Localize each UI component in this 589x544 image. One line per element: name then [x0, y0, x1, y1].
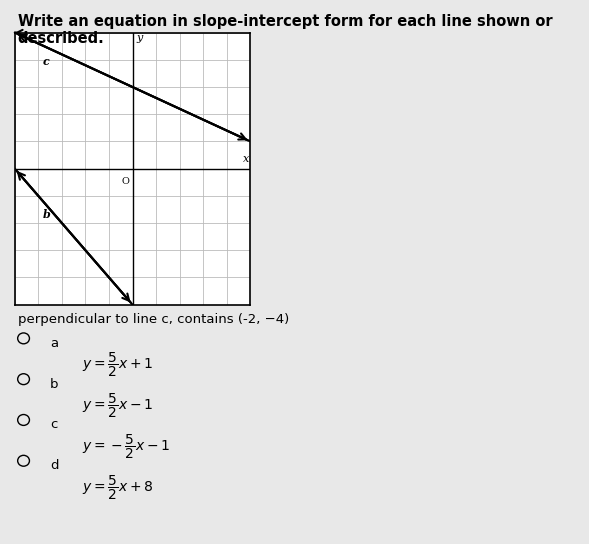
- Text: a: a: [50, 337, 58, 350]
- Text: d: d: [50, 459, 58, 472]
- Text: O: O: [122, 177, 130, 186]
- Text: perpendicular to line c, contains (-2, −4): perpendicular to line c, contains (-2, −…: [18, 313, 289, 326]
- Text: y: y: [136, 33, 143, 43]
- Text: $y = -\dfrac{5}{2}x - 1$: $y = -\dfrac{5}{2}x - 1$: [82, 432, 170, 461]
- Text: b: b: [50, 378, 58, 391]
- Text: Write an equation in slope-intercept form for each line shown or described.: Write an equation in slope-intercept for…: [18, 14, 552, 46]
- Text: b: b: [43, 208, 51, 220]
- Text: $y = \dfrac{5}{2}x + 1$: $y = \dfrac{5}{2}x + 1$: [82, 351, 154, 379]
- Text: $y = \dfrac{5}{2}x + 8$: $y = \dfrac{5}{2}x + 8$: [82, 473, 154, 502]
- Text: $y = \dfrac{5}{2}x - 1$: $y = \dfrac{5}{2}x - 1$: [82, 392, 154, 420]
- Text: x: x: [243, 154, 250, 164]
- Text: c: c: [43, 56, 49, 67]
- Text: c: c: [50, 418, 58, 431]
